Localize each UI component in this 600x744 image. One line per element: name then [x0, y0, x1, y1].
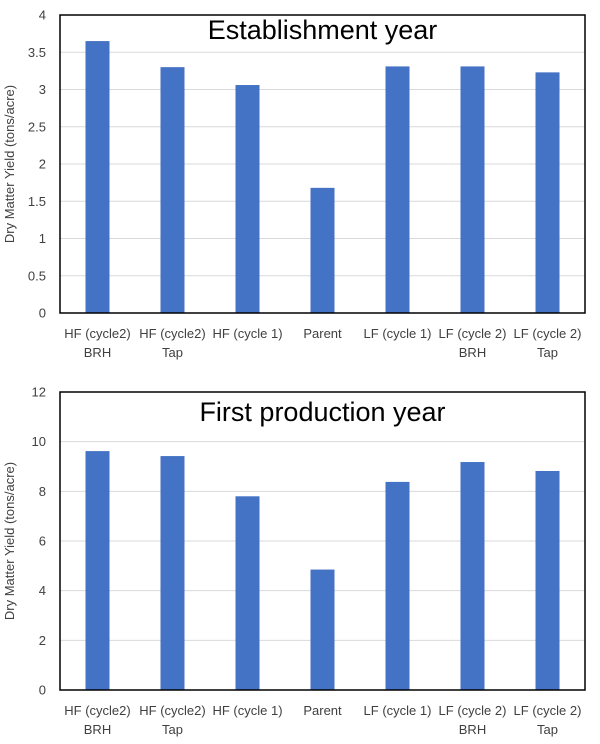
- plot-frame: [59, 391, 586, 691]
- y-axis-title: Dry Matter Yield (tons/acre): [2, 85, 17, 243]
- y-tick-label: 0: [39, 683, 46, 698]
- y-tick-label: 3.5: [28, 45, 46, 60]
- y-tick-label: 1: [39, 231, 46, 246]
- bar: [460, 66, 485, 313]
- y-tick-label: 1.5: [28, 194, 46, 209]
- chart-title: Establishment year: [208, 15, 438, 45]
- plot-frame: [59, 14, 586, 314]
- y-tick-label: 4: [39, 583, 46, 598]
- bar: [235, 496, 260, 690]
- bar: [535, 72, 560, 314]
- bar: [460, 462, 485, 690]
- chart-1: 0 0.5 1 1.5 2 2.5 3 3.5 4 HF (cycle2) BRH HF (cycle…: [2, 8, 586, 360]
- y-axis-title: Dry Matter Yield (tons/acre): [2, 462, 17, 620]
- bar: [385, 66, 410, 313]
- bar: [385, 481, 410, 690]
- y-tick-label: 2: [39, 157, 46, 172]
- y-tick-label: 4: [39, 8, 46, 23]
- bar: [85, 451, 110, 690]
- bar: [310, 187, 335, 313]
- x-tick-label: HF (cycle 1): [212, 326, 282, 341]
- x-tick-label: HF (cycle2) Tap: [139, 703, 205, 737]
- x-tick-label: Parent: [303, 703, 342, 718]
- x-tick-label: HF (cycle2) BRH: [64, 703, 130, 737]
- x-tick-label: LF (cycle 2) Tap: [514, 326, 582, 360]
- y-tick-label: 10: [32, 434, 46, 449]
- x-tick-label: HF (cycle 1): [212, 703, 282, 718]
- bar: [535, 470, 560, 690]
- bar: [85, 41, 110, 313]
- bar: [235, 85, 260, 313]
- bar: [160, 456, 185, 690]
- bar: [310, 569, 335, 690]
- y-tick-label: 2.5: [28, 119, 46, 134]
- y-tick-label: 6: [39, 534, 46, 549]
- x-tick-label: LF (cycle 2) BRH: [439, 703, 507, 737]
- x-tick-label: LF (cycle 2) Tap: [514, 703, 582, 737]
- y-tick-label: 3: [39, 82, 46, 97]
- x-tick-label: HF (cycle2) Tap: [139, 326, 205, 360]
- y-tick-label: 2: [39, 633, 46, 648]
- bar: [160, 67, 185, 314]
- x-tick-label: LF (cycle 2) BRH: [439, 326, 507, 360]
- y-tick-label: 12: [32, 385, 46, 400]
- x-tick-label: HF (cycle2) BRH: [64, 326, 130, 360]
- chart-2: 0 2 4 6 8 10 12 HF (cycle2) BRH HF (cycle2) Tap HF …: [2, 385, 586, 737]
- y-tick-label: 0: [39, 306, 46, 321]
- x-tick-label: LF (cycle 1): [364, 326, 432, 341]
- chart-title: First production year: [199, 397, 445, 427]
- y-tick-label: 8: [39, 484, 46, 499]
- x-tick-label: Parent: [303, 326, 342, 341]
- x-tick-label: LF (cycle 1): [364, 703, 432, 718]
- y-tick-label: 0.5: [28, 268, 46, 283]
